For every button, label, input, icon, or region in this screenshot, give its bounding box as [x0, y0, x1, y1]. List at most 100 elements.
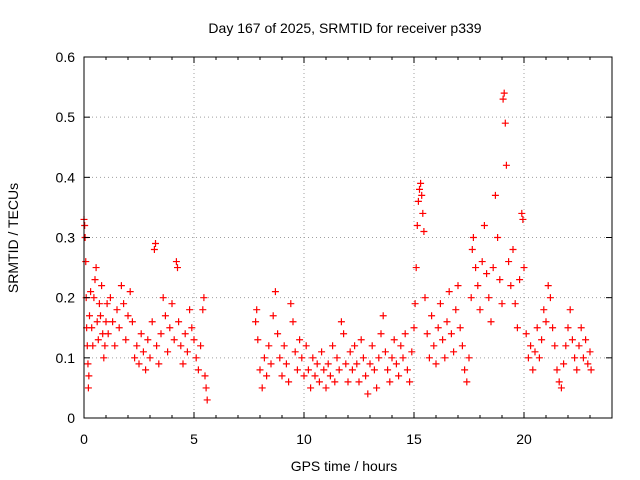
data-point	[179, 360, 187, 368]
data-point	[388, 354, 396, 362]
data-point	[447, 330, 455, 338]
data-point	[183, 348, 191, 356]
data-point	[291, 348, 299, 356]
data-point	[501, 119, 509, 127]
data-point	[201, 372, 209, 380]
x-axis: 0 5 10 15 20	[80, 57, 591, 447]
y-tick-label: 0.2	[56, 290, 76, 306]
data-point	[103, 300, 111, 308]
data-point	[518, 209, 526, 217]
y-tick-label: 0.4	[56, 169, 76, 185]
data-point	[355, 378, 363, 386]
data-point	[413, 221, 421, 229]
data-point	[397, 342, 405, 350]
data-point	[267, 360, 275, 368]
data-point	[364, 390, 372, 398]
data-point	[439, 336, 447, 344]
data-point	[146, 354, 154, 362]
y-tick-label: 0.1	[56, 350, 76, 366]
data-point	[535, 354, 543, 362]
data-point	[274, 330, 282, 338]
data-point	[104, 330, 112, 338]
data-point	[124, 312, 132, 320]
data-point	[320, 366, 328, 374]
data-point	[128, 318, 136, 326]
data-point	[293, 366, 301, 374]
data-point	[199, 306, 207, 314]
data-point	[450, 348, 458, 356]
data-point	[90, 294, 98, 302]
data-point	[177, 342, 185, 350]
data-point	[256, 366, 264, 374]
data-point	[84, 384, 92, 392]
data-point	[480, 221, 488, 229]
data-point	[302, 342, 310, 350]
data-point	[549, 324, 557, 332]
data-point	[392, 360, 400, 368]
data-point	[81, 221, 89, 229]
data-point	[478, 258, 486, 266]
data-point	[560, 360, 568, 368]
data-point	[527, 342, 535, 350]
data-point	[285, 378, 293, 386]
data-point	[353, 360, 361, 368]
data-point	[172, 258, 180, 266]
data-point	[538, 336, 546, 344]
data-point	[309, 354, 317, 362]
chart-title: Day 167 of 2025, SRMTID for receiver p33…	[208, 20, 481, 36]
data-point	[491, 191, 499, 199]
data-point	[509, 246, 517, 254]
data-point	[188, 324, 196, 332]
data-point	[340, 330, 348, 338]
data-point	[135, 360, 143, 368]
data-point	[587, 366, 595, 374]
data-point	[269, 312, 277, 320]
data-point	[192, 354, 200, 362]
data-point	[586, 348, 594, 356]
x-tick-label: 20	[516, 431, 532, 447]
data-point	[520, 264, 528, 272]
data-point	[359, 354, 367, 362]
data-point	[384, 366, 392, 374]
data-point	[430, 342, 438, 350]
data-point	[379, 312, 387, 320]
data-point	[472, 264, 480, 272]
data-point	[386, 378, 394, 386]
data-point	[278, 372, 286, 380]
data-point	[197, 342, 205, 350]
data-point	[203, 396, 211, 404]
data-point	[390, 336, 398, 344]
data-point	[458, 342, 466, 350]
data-point	[414, 197, 422, 205]
data-point	[153, 342, 161, 350]
grid-lines	[84, 57, 612, 418]
data-point	[142, 366, 150, 374]
data-point	[289, 318, 297, 326]
data-point	[296, 336, 304, 344]
data-point	[139, 348, 147, 356]
data-point	[307, 384, 315, 392]
data-point	[194, 366, 202, 374]
data-point	[445, 288, 453, 296]
data-point	[115, 324, 123, 332]
data-point	[202, 384, 210, 392]
data-point	[511, 300, 519, 308]
data-point	[524, 354, 532, 362]
data-point	[91, 276, 99, 284]
data-point	[434, 324, 442, 332]
data-point	[109, 318, 117, 326]
data-point	[263, 372, 271, 380]
data-point	[573, 366, 581, 374]
data-point	[575, 342, 583, 350]
data-point	[326, 372, 334, 380]
data-point	[496, 276, 504, 284]
data-point	[106, 294, 114, 302]
data-point	[186, 306, 194, 314]
data-point	[443, 318, 451, 326]
data-point	[148, 318, 156, 326]
data-point	[144, 336, 152, 344]
data-point	[252, 318, 260, 326]
x-tick-label: 0	[80, 431, 88, 447]
data-point	[454, 282, 462, 290]
